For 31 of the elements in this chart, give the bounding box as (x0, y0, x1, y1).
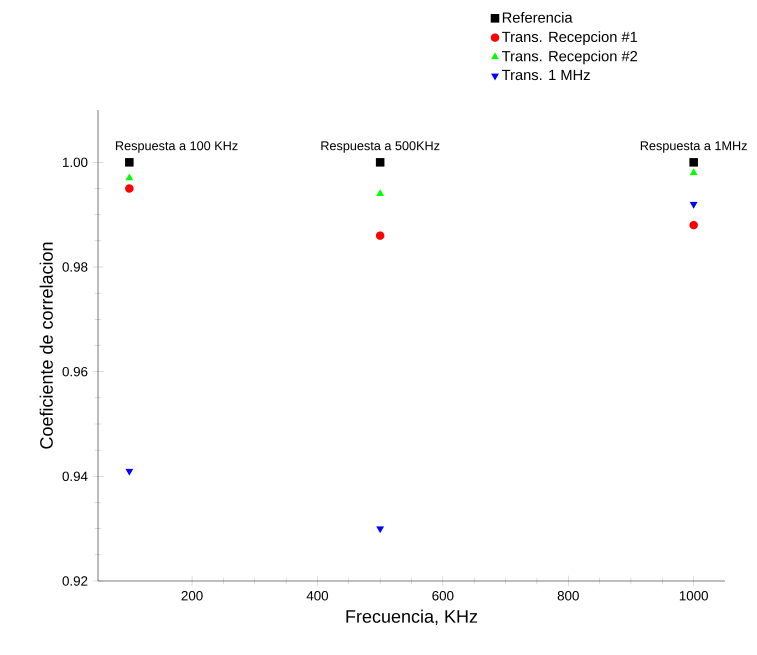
annotation: Respuesta a 500KHz (321, 141, 440, 153)
legend-label: Referencia (502, 12, 573, 23)
y-tick-label: 1.00 (63, 158, 88, 168)
point (125, 158, 134, 167)
point (690, 202, 698, 208)
point (126, 174, 134, 180)
point (690, 168, 698, 176)
x-tick-label: 400 (306, 591, 328, 600)
x-axis-title: Frecuencia, KHz (346, 610, 478, 625)
legend-label: Trans. 1 MHz (502, 70, 590, 80)
point (689, 158, 698, 167)
x-tick-label: 600 (432, 591, 454, 600)
annotation: Respuesta a 100 KHz (116, 141, 238, 153)
y-tick-label: 0.98 (62, 262, 88, 272)
x-tick-label: 800 (558, 591, 579, 600)
x-tick-label: 1000 (680, 591, 708, 600)
point (376, 189, 384, 196)
point (125, 184, 134, 193)
legend-label: Trans. Recepcion #2 (502, 50, 638, 64)
x-tick-label: 200 (182, 591, 203, 600)
y-tick-label: 0.92 (62, 576, 88, 586)
point (689, 220, 698, 230)
point (376, 231, 384, 240)
y-axis-title: Coeficiente de correlacion (40, 242, 53, 449)
point (126, 468, 134, 476)
y-tick-label: 0.96 (62, 366, 88, 376)
annotation: Respuesta a 1MHz (640, 141, 747, 153)
y-tick-label: 0.94 (62, 472, 88, 482)
point (376, 526, 384, 533)
legend-label: Trans. Recepcion #1 (502, 31, 638, 45)
point (376, 158, 384, 167)
